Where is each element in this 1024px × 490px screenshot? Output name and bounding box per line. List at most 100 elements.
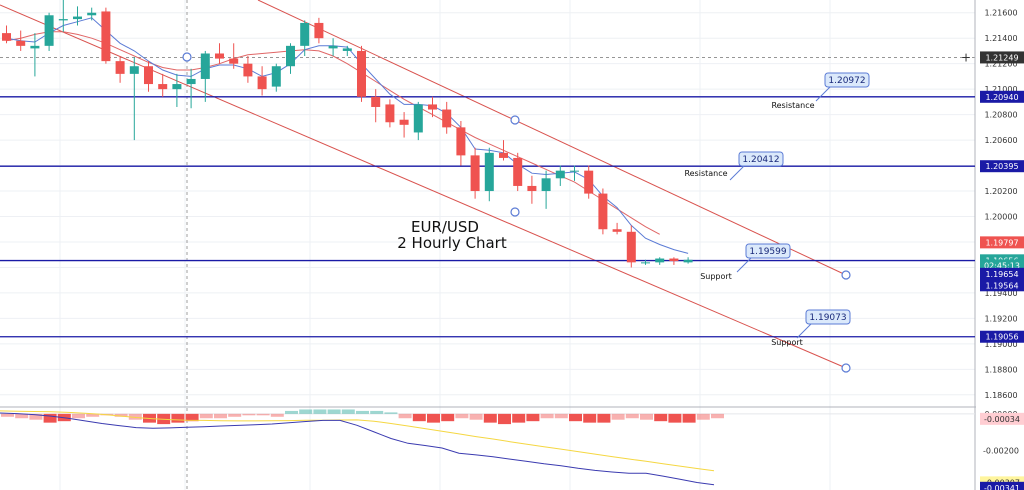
candle-body <box>172 84 182 90</box>
candle-body <box>598 193 608 230</box>
macd-histogram-bar <box>625 413 639 419</box>
candle-body <box>428 104 437 110</box>
price-level-tag: 1.19056 <box>985 333 1018 342</box>
candle-body <box>2 33 11 41</box>
macd-histogram-bar <box>682 413 696 423</box>
channel-upper-line <box>257 0 847 276</box>
channel-anchor-handle <box>510 207 520 217</box>
callout-pointer <box>796 323 812 339</box>
channel-anchor-handle <box>182 52 192 62</box>
price-level-tag-bg <box>980 279 1024 292</box>
macd-histogram-bar <box>199 413 213 419</box>
macd-histogram-bar <box>214 413 227 419</box>
macd-histogram-bar <box>327 409 341 414</box>
callout-box <box>738 151 784 167</box>
price-level-tag: 1.19654 <box>985 270 1018 279</box>
y-tick-label: 1.21400 <box>984 34 1017 43</box>
channel-anchor-handle <box>841 270 851 280</box>
macd-histogram-bar <box>313 409 327 414</box>
price-level-tag-bg <box>980 51 1024 64</box>
candle-body <box>200 53 210 79</box>
price-level-tag-bg <box>980 236 1024 249</box>
candle-body <box>215 53 224 59</box>
price-level-tag-bg <box>980 330 1024 343</box>
candle-body <box>300 22 310 46</box>
y-tick-label: 1.20600 <box>984 136 1017 145</box>
candle-body <box>669 258 679 262</box>
candle-body <box>186 78 196 85</box>
candle-body <box>342 48 352 51</box>
macd-level-tag-bg <box>980 481 1024 490</box>
callout-value: 1.20412 <box>742 155 779 165</box>
macd-level-tag-bg <box>980 412 1024 425</box>
macd-histogram-bar <box>597 413 611 423</box>
macd-histogram-bar <box>270 413 284 417</box>
macd-histogram-bar <box>299 409 313 414</box>
candle-body <box>229 58 239 64</box>
candle-body <box>399 119 409 125</box>
macd-histogram-bar <box>711 413 724 419</box>
channel-anchor-handle <box>841 363 851 373</box>
y-tick-label: 1.21600 <box>984 9 1017 18</box>
macd-histogram-bar <box>86 413 100 417</box>
resistance-label: Resistance <box>771 101 814 110</box>
y-tick-label: 1.20000 <box>984 213 1017 222</box>
candle-body <box>87 12 97 16</box>
price-level-tag-bg <box>980 90 1024 103</box>
callout-value: 1.19599 <box>749 247 786 257</box>
candle-body <box>30 45 40 49</box>
candle-body <box>555 170 565 179</box>
candle-body <box>158 84 168 90</box>
crosshair-plus-icon: + <box>961 50 971 64</box>
candle-body <box>584 170 594 194</box>
macd-histogram-bar <box>398 413 412 419</box>
macd-histogram-bar <box>114 413 128 417</box>
candle-body <box>413 104 423 133</box>
callout-pointer <box>736 257 752 273</box>
price-level-tag: 1.19564 <box>985 281 1018 290</box>
candle-body <box>328 45 338 49</box>
candle-body <box>286 45 295 67</box>
candlesticks <box>2 0 693 268</box>
candle-body <box>101 11 111 62</box>
candle-body <box>73 16 82 20</box>
macd-histogram-bar <box>341 409 355 414</box>
macd-histogram-bar <box>370 410 384 414</box>
macd-histogram-bar <box>1 413 14 417</box>
callout-pointer <box>815 86 831 102</box>
macd-signal-line <box>0 410 715 472</box>
macd-histogram-bar <box>640 413 653 420</box>
macd-histogram-bar <box>554 413 568 419</box>
candle-body <box>641 262 650 264</box>
channel-anchor-handle <box>510 115 520 125</box>
callout-pointer <box>729 165 745 181</box>
candle-body <box>314 22 324 39</box>
y-tick-label: 1.19200 <box>984 314 1017 323</box>
macd-histogram-bar <box>256 413 270 416</box>
price-level-tag: 1.20940 <box>985 93 1018 102</box>
candle-body <box>683 259 693 263</box>
macd-histogram-bar <box>29 413 43 420</box>
macd-histogram-bar <box>540 413 554 419</box>
channel-lower-line <box>0 4 847 369</box>
resistance-label: Resistance <box>684 169 727 178</box>
candle-body <box>144 66 153 85</box>
candle-body <box>527 185 537 192</box>
candle-body <box>570 170 579 172</box>
chart-subtitle: 2 Hourly Chart <box>397 234 507 252</box>
callout-box <box>805 309 851 325</box>
macd-histogram-bar <box>483 413 497 423</box>
callout-box <box>824 72 870 88</box>
price-axis: 1.21600 1.21400 1.21200 1.21000 1.20800 1.206… <box>961 0 1024 490</box>
candle-body <box>499 152 508 158</box>
macd-histogram-bar <box>526 413 540 422</box>
macd-histogram-bar <box>72 413 85 419</box>
macd-level-tag: -0.00341 <box>984 484 1020 490</box>
macd-histogram-bar <box>185 413 199 422</box>
chart-title: EUR/USD <box>411 218 479 236</box>
macd-histogram-bar <box>171 413 185 423</box>
price-level-tag: 02:45:13 <box>984 262 1020 271</box>
candle-body <box>626 231 636 263</box>
candle-body <box>385 104 395 123</box>
